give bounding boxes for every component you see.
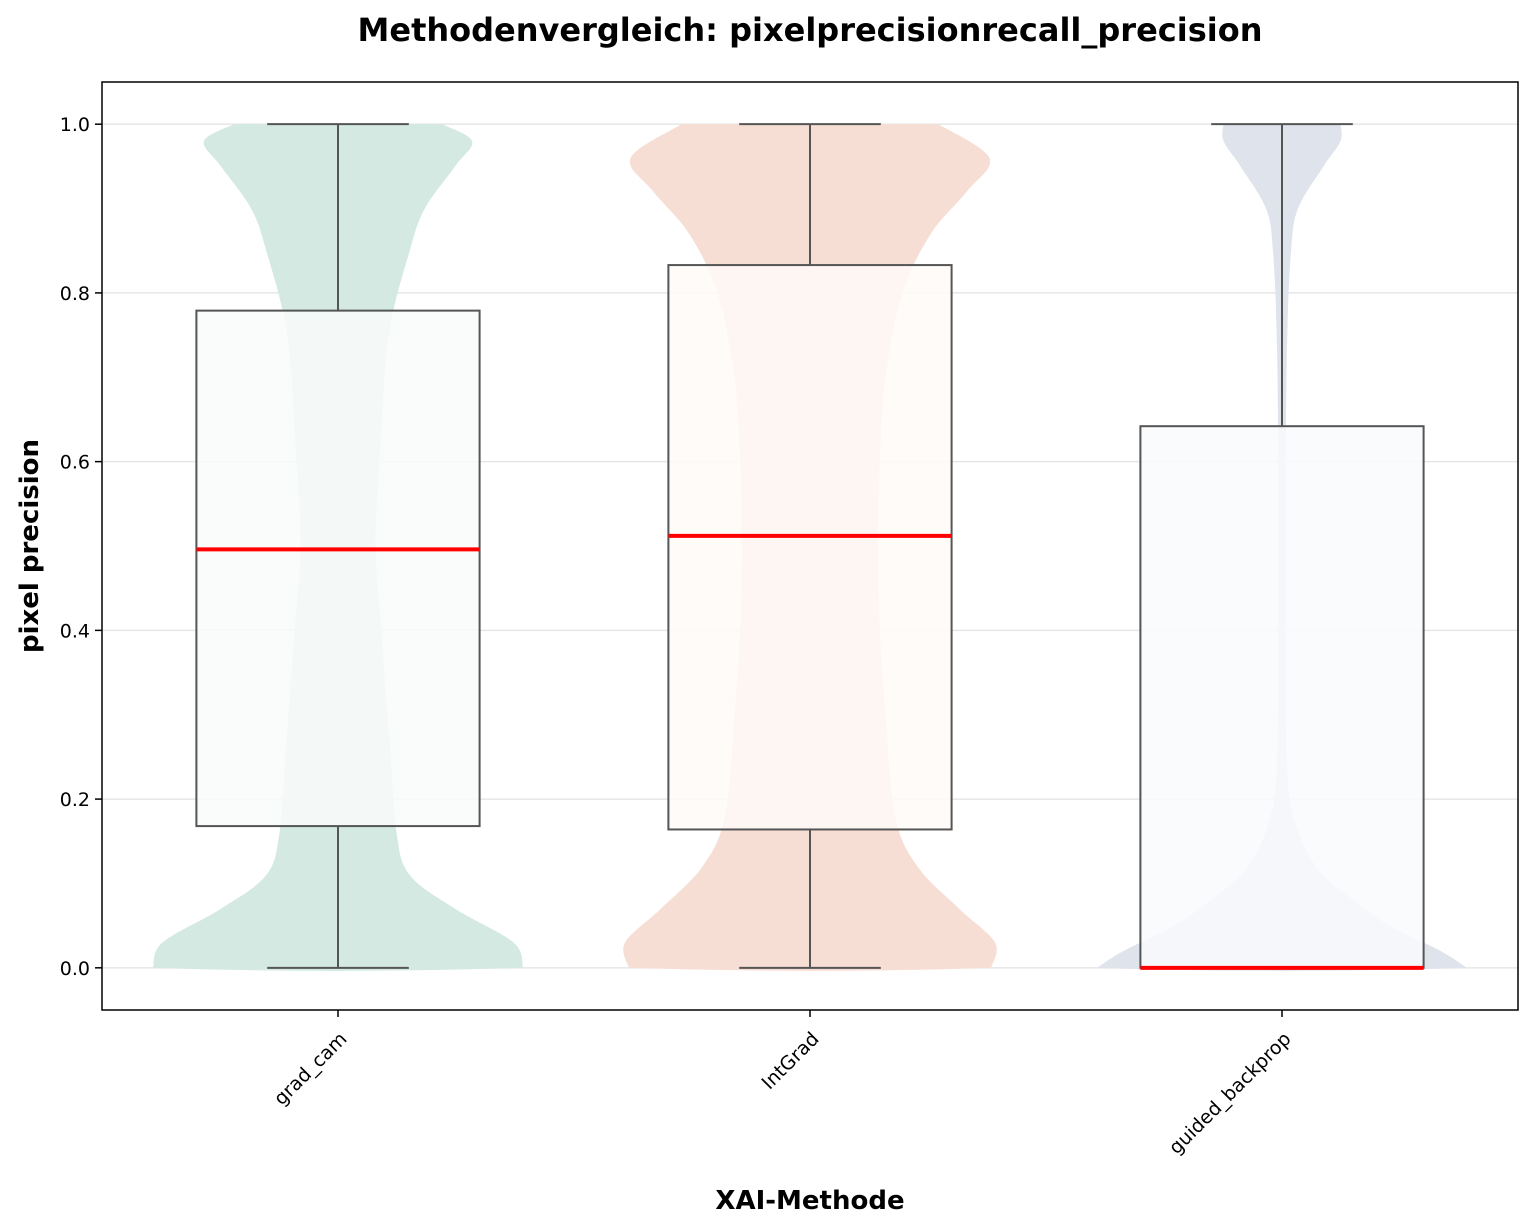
y-tick-label: 0.4 [60, 620, 90, 642]
x-tick-label-guided_backprop: guided_backprop [1165, 1028, 1296, 1159]
y-tick-label: 0.2 [60, 789, 90, 811]
x-tick-label-IntGrad: IntGrad [758, 1028, 824, 1094]
x-tick-label-grad_cam: grad_cam [270, 1028, 352, 1110]
y-axis-label: pixel precision [15, 439, 45, 653]
y-tick-label: 0.0 [60, 958, 90, 980]
y-tick-label: 1.0 [60, 114, 90, 136]
y-tick-label: 0.8 [60, 283, 90, 305]
x-axis-label: XAI-Methode [715, 1186, 904, 1216]
y-tick-label: 0.6 [60, 452, 90, 474]
y-axis-ticks: 0.0 0.2 0.4 0.6 0.8 1.0 [60, 114, 102, 980]
box-grad_cam [195, 309, 481, 828]
box-guided_backprop [1139, 425, 1425, 969]
x-axis-ticks: grad_cam IntGrad guided_backprop [270, 1010, 1296, 1159]
box-layer [195, 123, 1425, 970]
box-IntGrad [667, 264, 953, 831]
chart-title: Methodenvergleich: pixelprecisionrecall_… [358, 11, 1263, 49]
